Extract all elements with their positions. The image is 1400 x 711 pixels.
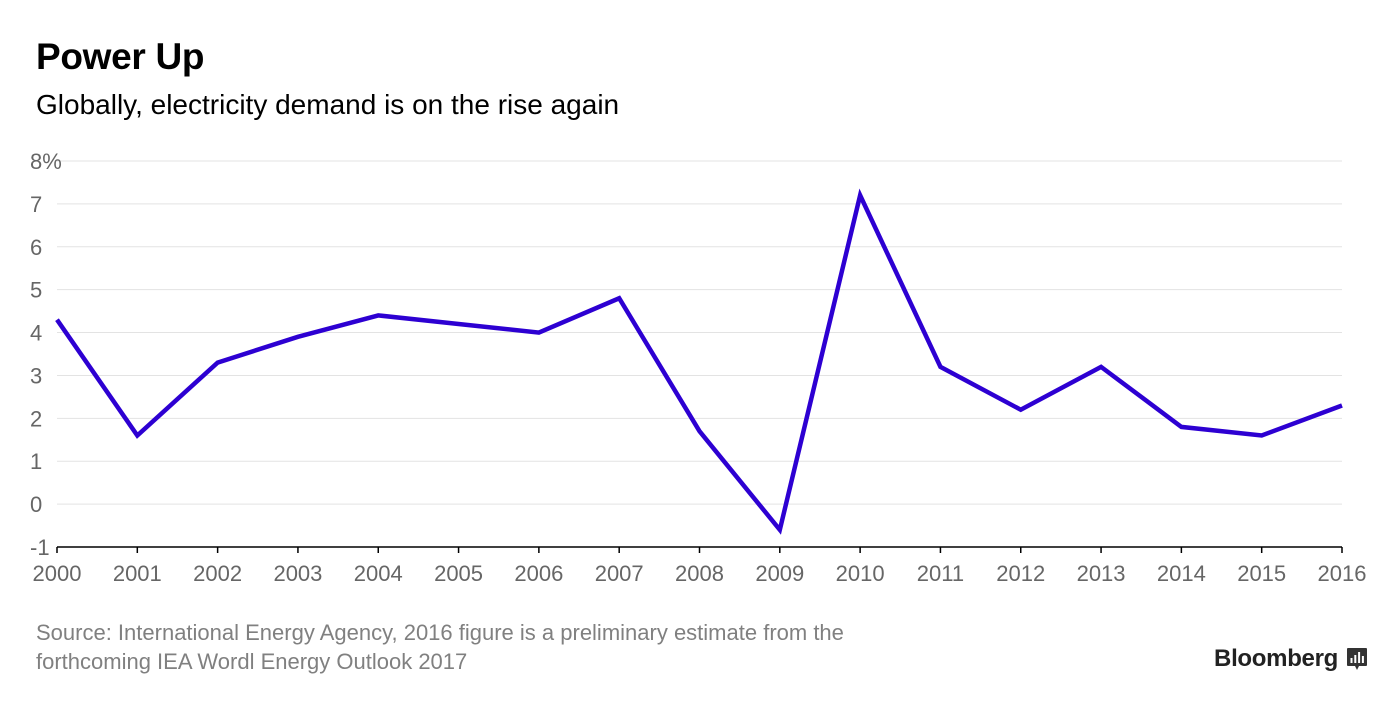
bloomberg-brand: Bloomberg	[1214, 645, 1368, 673]
y-tick-label: 0	[30, 492, 42, 517]
data-point	[457, 322, 461, 326]
y-tick-label: 4	[30, 321, 42, 346]
chart-subtitle: Globally, electricity demand is on the r…	[36, 89, 620, 120]
x-tick-label: 2011	[917, 561, 964, 586]
y-axis-tick-labels: -1 0 1 2 3 4 5 6 7 8%	[30, 149, 62, 560]
data-point	[1340, 403, 1344, 407]
y-tick-label: 5	[30, 278, 42, 303]
y-tick-label: 1	[30, 449, 42, 474]
series-line	[55, 188, 1343, 535]
x-tick-label: 2014	[1157, 561, 1206, 586]
x-tick-label: 2005	[434, 561, 483, 586]
series-lines	[55, 188, 1344, 535]
x-tick-label: 2004	[354, 561, 403, 586]
gridlines	[57, 160, 1342, 505]
y-tick-label: -1	[30, 535, 50, 560]
x-tick-label: 2000	[33, 561, 82, 586]
data-point	[698, 429, 702, 433]
data-point	[1099, 365, 1103, 369]
y-tick-label: 2	[30, 406, 42, 431]
data-point	[135, 433, 139, 437]
x-tick-label: 2009	[755, 561, 804, 586]
x-tick-label: 2016	[1318, 561, 1367, 586]
x-tick-label: 2001	[113, 561, 162, 586]
data-point	[858, 193, 862, 197]
x-tick-label: 2010	[836, 561, 885, 586]
bloomberg-chart-icon	[1347, 648, 1367, 670]
data-point	[537, 331, 541, 335]
x-tick-label: 2002	[193, 561, 242, 586]
data-point	[1019, 408, 1023, 412]
x-tick-label: 2003	[273, 561, 322, 586]
y-tick-label: 8%	[30, 149, 62, 174]
brand-name: Bloomberg	[1214, 645, 1338, 672]
data-point	[617, 296, 621, 300]
y-tick-label: 6	[30, 235, 42, 260]
data-point	[296, 335, 300, 339]
y-tick-label: 3	[30, 363, 42, 388]
x-tick-label: 2012	[996, 561, 1045, 586]
data-point	[376, 313, 380, 317]
source-note-line-1: Source: International Energy Agency, 201…	[36, 620, 844, 645]
y-tick-label: 7	[30, 192, 42, 217]
source-note-line-2: forthcoming IEA Wordl Energy Outlook 201…	[36, 649, 468, 674]
x-tick-label: 2013	[1077, 561, 1126, 586]
x-tick-label: 2006	[514, 561, 563, 586]
x-axis: 2000 2001 2002 2003 2004 2005 2006 2007 2008 2009…	[33, 546, 1367, 586]
data-point	[1179, 425, 1183, 429]
data-point	[1260, 433, 1264, 437]
data-point	[216, 361, 220, 365]
source-note: Source: International Energy Agency, 201…	[36, 618, 1076, 676]
x-tick-label: 2015	[1237, 561, 1286, 586]
data-point	[55, 318, 59, 322]
data-point	[938, 365, 942, 369]
x-tick-label: 2008	[675, 561, 724, 586]
chart-title: Power Up	[36, 36, 205, 77]
data-point	[778, 528, 782, 532]
x-tick-label: 2007	[595, 561, 644, 586]
